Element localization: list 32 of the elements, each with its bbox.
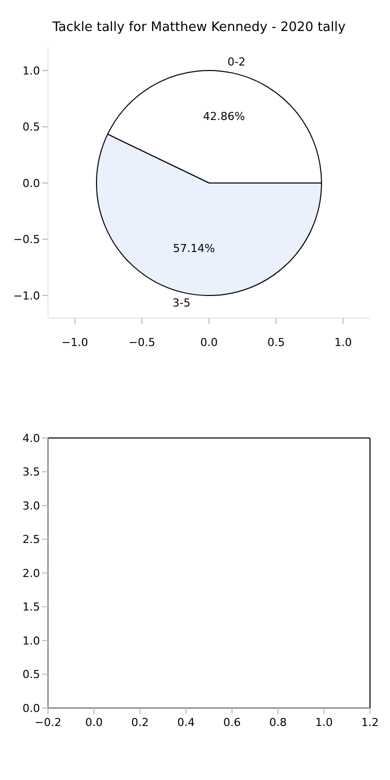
y-tick-label: 2.0 xyxy=(22,566,40,580)
data-label: 42.86% xyxy=(203,110,245,124)
slice-label: 0-2 xyxy=(228,55,246,68)
y-tick-label: 1.5 xyxy=(22,600,40,614)
y-tick-label: 0.0 xyxy=(22,176,40,190)
x-tick-label: 0.0 xyxy=(85,716,103,729)
y-tick-label: 0.5 xyxy=(22,668,40,682)
y-tick-label: 4.0 xyxy=(22,432,40,445)
y-tick-label: 3.0 xyxy=(22,499,40,512)
y-tick-label: −0.5 xyxy=(13,233,40,246)
y-tick-label: 0.5 xyxy=(22,120,40,134)
x-tick-label: 0.0 xyxy=(200,336,218,349)
y-tick-label: 2.5 xyxy=(22,533,40,546)
x-tick-label: −1.0 xyxy=(61,336,88,349)
x-tick-label: 1.0 xyxy=(334,336,352,349)
chart-title: Tackle tally for Matthew Kennedy - 2020 tally xyxy=(51,20,347,35)
x-tick-label: 0.8 xyxy=(269,716,287,729)
x-tick-label: 0.6 xyxy=(223,716,241,729)
x-tick-label: 0.2 xyxy=(131,716,149,729)
x-tick-label: −0.2 xyxy=(34,716,62,729)
data-label: 57.14% xyxy=(173,242,215,255)
x-tick-label: 1.0 xyxy=(315,716,333,729)
x-tick-label: 1.2 xyxy=(361,716,379,729)
y-tick-label: 1.0 xyxy=(22,64,40,78)
x-tick-label: −0.5 xyxy=(128,336,156,349)
x-tick-label: 0.4 xyxy=(177,716,195,729)
y-tick-label: 1.0 xyxy=(22,634,40,648)
x-tick-label: 0.5 xyxy=(267,336,285,349)
y-tick-label: −1.0 xyxy=(13,289,40,302)
y-tick-label: 0.0 xyxy=(22,702,40,715)
slice-label: 3-5 xyxy=(172,296,190,310)
y-tick-label: 3.5 xyxy=(22,466,40,479)
